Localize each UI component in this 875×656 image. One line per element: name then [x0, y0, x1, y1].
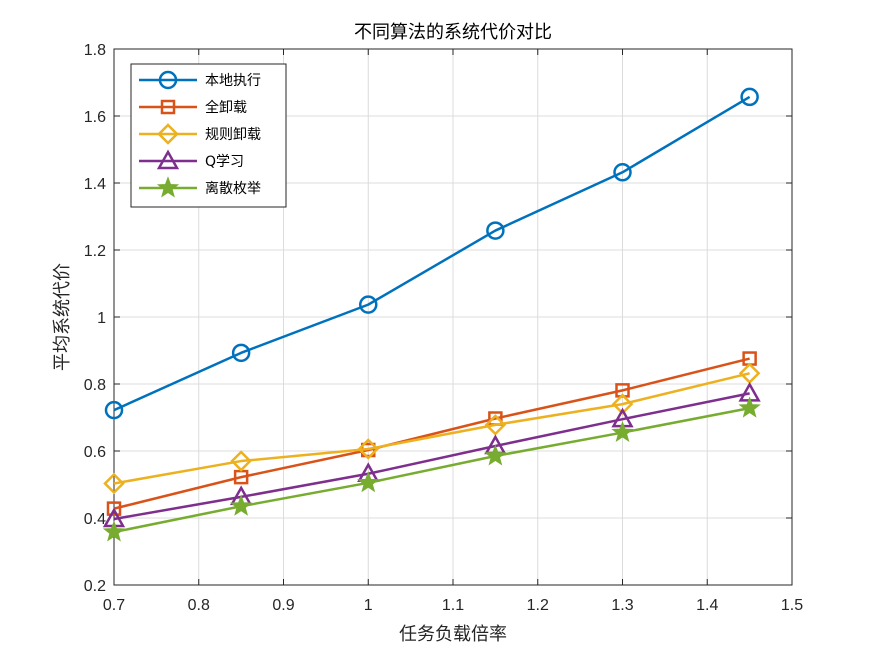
x-tick-label: 1.2 — [527, 597, 549, 614]
legend-label: 规则卸载 — [205, 127, 261, 143]
legend-marker — [156, 149, 180, 170]
ticks: 0.7 0.8 0.9 1 1.1 1.2 1.3 1.4 1.5 0.2 0.4 0.6 0.8 1 1.… — [84, 42, 803, 614]
data-point — [104, 400, 124, 420]
y-tick-label: 1.6 — [84, 109, 106, 126]
data-point — [357, 471, 380, 493]
legend-marker — [160, 99, 176, 115]
data-point — [740, 87, 759, 107]
series-3 — [103, 362, 761, 495]
y-axis-title: 平均系统代价 — [52, 263, 73, 371]
data-point — [357, 438, 380, 460]
legend-label: 全卸载 — [205, 99, 247, 116]
data-point — [103, 472, 125, 495]
series-1 — [104, 87, 759, 420]
y-tick-label: 1.4 — [84, 176, 106, 193]
legend-item: 本地执行 — [139, 70, 261, 90]
legend-marker — [156, 176, 180, 198]
data-point — [486, 221, 505, 240]
data-point — [611, 420, 634, 443]
legend-box — [130, 63, 287, 208]
y-tick-label: 1.2 — [84, 243, 106, 260]
chart-title: 不同算法的系统代价对比 — [354, 22, 552, 43]
series-line — [113, 406, 750, 534]
data-point — [230, 450, 252, 472]
series-line — [113, 95, 751, 412]
legend-item: 规则卸载 — [139, 123, 261, 145]
x-tick-label: 0.8 — [188, 597, 210, 614]
y-tick-label: 0.2 — [84, 578, 106, 595]
legend-marker — [157, 123, 179, 145]
y-tick-label: 0.4 — [84, 511, 106, 528]
legend-marker — [158, 70, 178, 90]
x-tick-label: 1 — [364, 597, 373, 614]
x-tick-label: 1.4 — [696, 597, 718, 614]
y-tick-label: 0.6 — [84, 444, 106, 461]
x-axis-title: 任务负载倍率 — [399, 624, 507, 645]
x-tick-label: 1.1 — [442, 597, 464, 614]
x-tick-label: 1.5 — [781, 597, 803, 614]
data-point — [611, 393, 634, 415]
data-point — [359, 295, 378, 314]
legend-label: Q学习 — [205, 154, 244, 170]
series-layer — [102, 87, 761, 542]
y-tick-label: 0.8 — [84, 377, 106, 394]
y-tick-label: 1.8 — [84, 42, 106, 59]
data-point — [106, 501, 122, 516]
data-point — [738, 396, 761, 418]
data-point — [484, 414, 507, 436]
data-point — [613, 163, 632, 182]
x-tick-label: 1.3 — [611, 597, 633, 614]
data-point — [231, 343, 251, 363]
series-line — [113, 372, 750, 485]
series-line — [113, 392, 750, 521]
x-tick-label: 0.9 — [272, 597, 294, 614]
y-tick-label: 1 — [97, 310, 106, 327]
series-5 — [102, 396, 761, 542]
data-point — [102, 520, 126, 542]
legend-label: 本地执行 — [205, 73, 261, 89]
x-tick-label: 0.7 — [103, 597, 125, 614]
legend-label: 离散枚举 — [205, 180, 261, 197]
data-point — [484, 444, 507, 466]
legend-item: 离散枚举 — [139, 176, 261, 198]
legend-item: Q学习 — [139, 149, 244, 170]
legend-item: 全卸载 — [139, 99, 247, 116]
series-line — [113, 357, 750, 510]
data-point — [229, 494, 253, 516]
